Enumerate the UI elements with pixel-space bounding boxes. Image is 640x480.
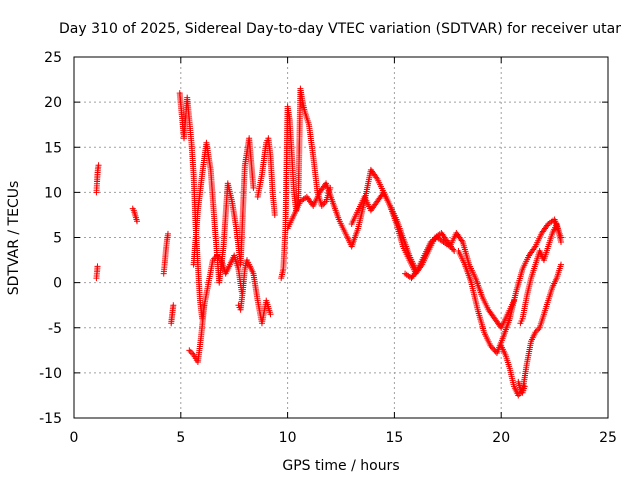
y-tick-label: 15 [44, 140, 62, 156]
data-point [491, 347, 498, 354]
series-segment-1b [93, 263, 101, 282]
y-tick-label: -15 [39, 411, 62, 427]
data-point [95, 162, 102, 169]
series-segment-10 [278, 85, 334, 282]
x-axis-title: GPS time / hours [282, 458, 399, 474]
x-tick-label: 5 [176, 430, 185, 446]
data-point [250, 184, 257, 191]
data-point [187, 348, 194, 355]
series-segment-16 [517, 220, 565, 327]
data-point [267, 311, 274, 318]
series-segment-15 [498, 261, 565, 399]
data-point [490, 345, 497, 352]
x-tick-label: 20 [492, 430, 510, 446]
series-segment-3 [160, 230, 171, 277]
data-point [164, 230, 171, 237]
y-tick-label: 25 [44, 50, 62, 66]
y-tick-label: -10 [39, 366, 62, 382]
y-tick-label: 10 [44, 185, 62, 201]
data-point [521, 383, 528, 390]
data-point [170, 302, 177, 309]
x-tick-label: 10 [279, 430, 297, 446]
data-point [271, 211, 278, 218]
x-tick-label: 0 [70, 430, 79, 446]
y-tick-label: 20 [44, 95, 62, 111]
data-point [558, 261, 565, 268]
data-point [487, 342, 494, 349]
y-tick-label: 0 [53, 276, 62, 292]
series-segment-17 [515, 378, 528, 396]
data-points [93, 85, 565, 399]
series-segment-9 [254, 135, 278, 218]
series-segment-8 [235, 257, 274, 327]
x-tick-label: 15 [385, 430, 403, 446]
series-segment-1a [93, 162, 102, 196]
data-point [186, 347, 193, 354]
y-tick-label: -5 [48, 321, 62, 337]
x-tick-labels: 0 5 10 15 20 25 [70, 430, 617, 446]
series-segment-2 [129, 205, 141, 225]
data-point [94, 263, 101, 270]
series-segment-11 [284, 166, 419, 273]
y-axis-title: SDTVAR / TECUs [6, 181, 22, 296]
chart-title: Day 310 of 2025, Sidereal Day-to-day VTE… [59, 21, 621, 37]
axis-ticks [73, 56, 609, 419]
y-tick-label: 5 [53, 231, 62, 247]
data-point [134, 218, 141, 225]
series-segment-6 [186, 252, 245, 366]
series-segment-14 [455, 216, 565, 357]
data-point [558, 239, 565, 246]
series-segment-5 [176, 90, 208, 322]
data-point [488, 344, 495, 351]
series-segment-13 [402, 229, 518, 331]
y-tick-labels: -15 -10 -5 0 5 10 15 20 25 [39, 50, 62, 427]
series-segment-4 [168, 302, 177, 327]
series-segment-7 [190, 135, 257, 286]
series-segment-12 [348, 189, 458, 277]
x-tick-label: 25 [599, 430, 617, 446]
